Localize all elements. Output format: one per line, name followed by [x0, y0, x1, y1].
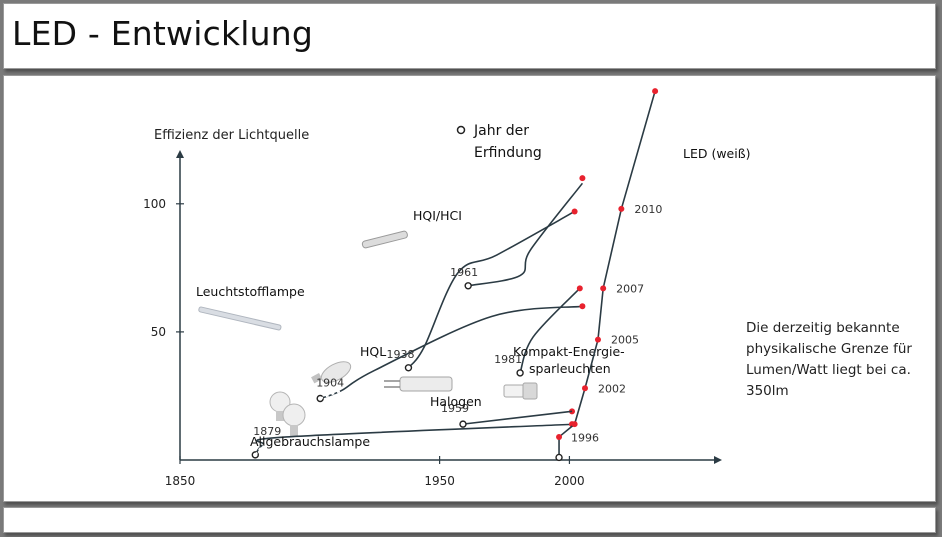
title-bar: LED - Entwicklung	[3, 3, 936, 69]
led-year-label: 2005	[611, 334, 639, 347]
incandescent-bulb-illustration	[269, 391, 306, 437]
data-point	[571, 421, 578, 428]
x-tick-label: 1950	[424, 474, 455, 488]
series-line	[468, 182, 584, 287]
series-name-label: Allgebrauchslampe	[250, 434, 370, 449]
invention-marker	[555, 453, 563, 462]
legend-label: Jahr der Erfindung	[473, 123, 542, 161]
series-line	[462, 410, 573, 425]
data-point	[556, 433, 563, 440]
y-tick-label: 50	[151, 325, 166, 339]
invention-year-label: 1981	[494, 353, 522, 366]
led-year-label: 2007	[616, 282, 644, 295]
x-axis-arrow	[714, 456, 722, 464]
slide-title: LED - Entwicklung	[12, 14, 313, 53]
dashed-segment	[319, 389, 342, 400]
series-name-label: HQI/HCI	[413, 208, 462, 223]
invention-marker	[404, 364, 413, 372]
series-line	[519, 287, 581, 374]
invention-marker	[459, 420, 467, 428]
invention-year-label: 1904	[316, 377, 344, 390]
legend-marker	[456, 125, 466, 135]
fluorescent-tube-illustration	[198, 306, 282, 331]
hqi-lamp-illustration	[361, 230, 408, 249]
x-tick-label: 2000	[554, 474, 585, 488]
led-year-label: 2002	[598, 382, 626, 395]
invention-year-label: 1996	[571, 431, 599, 444]
invention-marker	[464, 282, 472, 290]
dashed-segment	[254, 444, 264, 456]
y-axis-arrow	[176, 150, 184, 158]
series-name-label: HQL	[360, 344, 386, 359]
data-point	[576, 285, 583, 292]
series-name-label: Leuchtstofflampe	[196, 284, 305, 299]
halogen-lamp-illustration	[384, 376, 453, 392]
data-point	[571, 208, 578, 215]
series-name-label: Halogen	[430, 394, 482, 409]
data-point	[579, 303, 586, 310]
data-point	[600, 285, 607, 292]
data-point	[618, 205, 625, 212]
invention-year-label: 1959	[441, 402, 469, 415]
series-name-label: LED (weiß)	[683, 146, 750, 161]
y-axis-label: Effizienz der Lichtquelle	[154, 128, 309, 143]
series-line	[319, 305, 583, 400]
data-point	[652, 88, 659, 95]
x-tick-label: 1850	[165, 474, 196, 488]
physical-limit-note: Die derzeitig bekannte physikalische Gre…	[746, 320, 912, 399]
axis-ticks: 1850 1950 2000 50 100	[143, 197, 585, 488]
hql-bulb-illustration	[311, 361, 352, 384]
invention-marker	[516, 369, 524, 377]
invention-year-label: 1961	[450, 266, 478, 279]
data-point	[594, 336, 601, 343]
data-point	[579, 175, 586, 182]
invention-year-label: 1938	[386, 348, 414, 361]
led-year-label: 2010	[634, 203, 662, 216]
series-line	[558, 90, 656, 458]
series-line	[407, 210, 576, 369]
data-point	[582, 385, 588, 392]
compact-lamp-illustration	[503, 382, 538, 400]
series-name-label: Kompakt-Energie-sparleuchten	[513, 344, 625, 376]
footer-bar	[3, 507, 936, 533]
y-tick-label: 100	[143, 197, 166, 211]
invention-year-label: 1879	[253, 425, 281, 438]
